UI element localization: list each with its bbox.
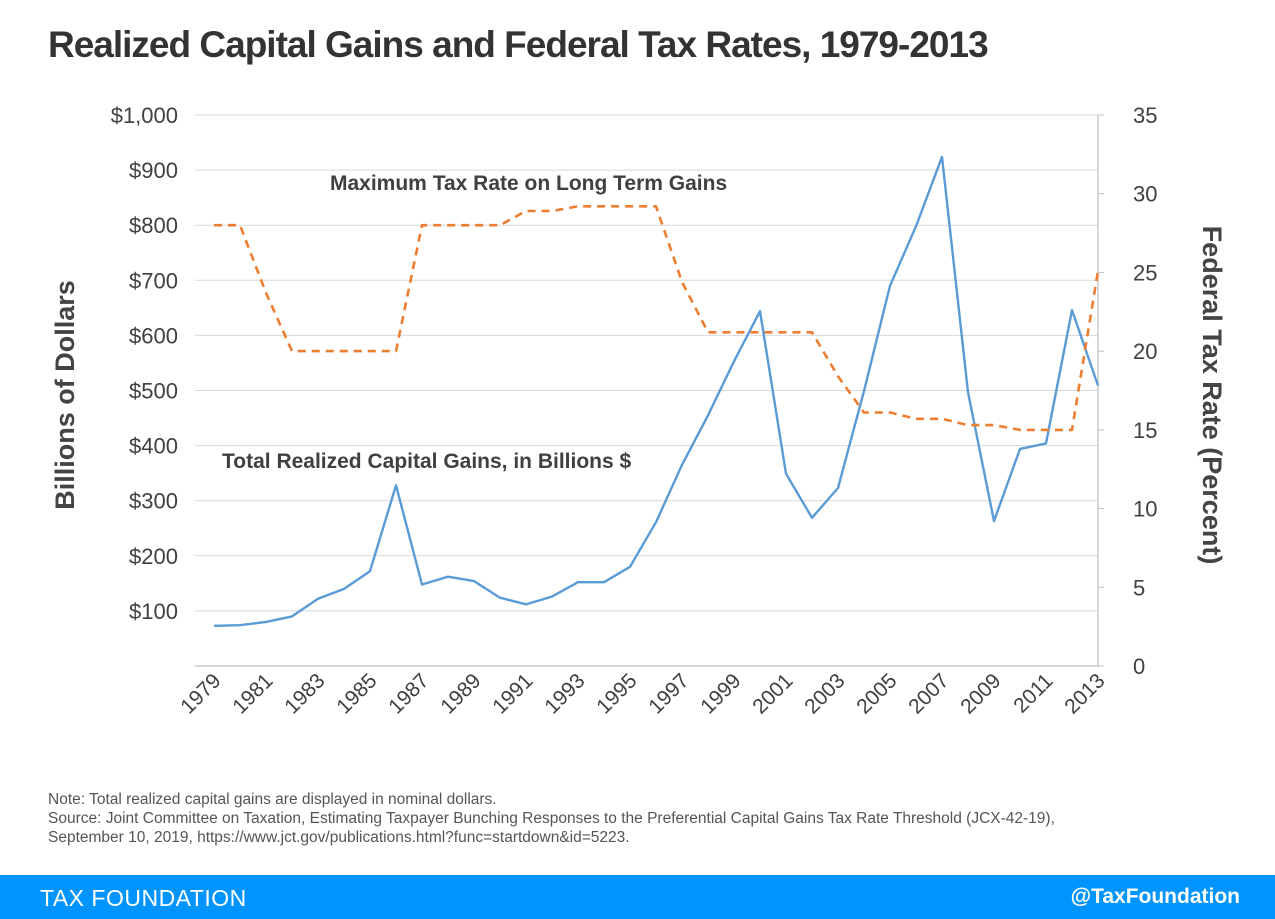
source-text-line-2: September 10, 2019, https://www.jct.gov/… <box>48 829 630 846</box>
y-axis-label-left: Billions of Dollars <box>50 280 80 510</box>
y-tick-label-left: $700 <box>129 268 178 293</box>
gridlines <box>195 114 1098 612</box>
axes <box>195 115 1099 667</box>
x-tick-label: 2007 <box>904 669 953 718</box>
notes-block: Note: Total realized capital gains are d… <box>48 790 1248 847</box>
x-tick-label: 1993 <box>540 669 589 718</box>
x-axis-ticks: 1979 1981 1983 1985 1987 1989 1991 1993 1995 1997… <box>176 669 1109 718</box>
x-tick-label: 1985 <box>332 669 381 718</box>
x-tick-label: 2009 <box>956 669 1005 718</box>
x-tick-label: 2003 <box>800 669 849 718</box>
y-tick-label-right: 15 <box>1133 418 1157 443</box>
note-text: Note: Total realized capital gains are d… <box>48 791 497 808</box>
series-label-tax-rate: Maximum Tax Rate on Long Term Gains <box>330 172 727 195</box>
series-label-capital-gains: Total Realized Capital Gains, in Billion… <box>222 450 632 473</box>
footer-handle[interactable]: @TaxFoundation <box>1070 885 1240 908</box>
x-tick-label: 1987 <box>384 669 433 718</box>
x-tick-label: 2013 <box>1060 669 1109 718</box>
chart-area: $100 $200 $300 $400 $500 $600 $700 $800 $900 $1,0… <box>50 103 1227 719</box>
y-tick-label-right: 10 <box>1133 497 1157 522</box>
x-tick-label: 2001 <box>748 669 797 718</box>
y-tick-label-left: $400 <box>129 434 178 459</box>
y-tick-label-left: $1,000 <box>111 103 178 128</box>
right-axis-ticks: 0 5 10 15 20 25 30 35 <box>1098 103 1157 679</box>
x-tick-label: 1981 <box>228 669 277 718</box>
tax-rate-line <box>214 205 1100 432</box>
x-tick-label: 1979 <box>176 669 225 718</box>
x-tick-label: 1997 <box>644 669 693 718</box>
footer-brand: TAX FOUNDATION <box>40 885 247 911</box>
y-tick-label-right: 0 <box>1133 654 1145 679</box>
x-tick-label: 1999 <box>696 669 745 718</box>
x-tick-label: 1991 <box>488 669 537 718</box>
series-layer <box>213 155 1100 627</box>
x-tick-label: 1995 <box>592 669 641 718</box>
capital-gains-line <box>213 155 1100 627</box>
y-tick-label-left: $600 <box>129 323 178 348</box>
y-tick-label-left: $100 <box>129 599 178 624</box>
x-tick-label: 2005 <box>852 669 901 718</box>
y-tick-label-left: $200 <box>129 544 178 569</box>
y-tick-label-right: 30 <box>1133 182 1157 207</box>
y-tick-label-right: 5 <box>1133 575 1145 600</box>
y-axis-label-right: Federal Tax Rate (Percent) <box>1197 226 1227 565</box>
footer-bar: TAX FOUNDATION @TaxFoundation <box>0 875 1275 919</box>
x-tick-label: 2011 <box>1009 669 1057 717</box>
left-axis-ticks: $100 $200 $300 $400 $500 $600 $700 $800 $900 $1,0… <box>111 103 178 624</box>
chart-title: Realized Capital Gains and Federal Tax R… <box>48 24 989 65</box>
y-tick-label-right: 20 <box>1133 339 1157 364</box>
y-tick-label-left: $500 <box>129 379 178 404</box>
y-tick-label-right: 35 <box>1133 103 1157 128</box>
x-tick-label: 1983 <box>280 669 329 718</box>
y-tick-label-left: $800 <box>129 213 178 238</box>
y-tick-label-left: $900 <box>129 158 178 183</box>
y-tick-label-right: 25 <box>1133 260 1157 285</box>
x-tick-label: 1989 <box>436 669 485 718</box>
source-text-line-1: Source: Joint Committee on Taxation, Est… <box>48 810 1055 827</box>
y-tick-label-left: $300 <box>129 489 178 514</box>
